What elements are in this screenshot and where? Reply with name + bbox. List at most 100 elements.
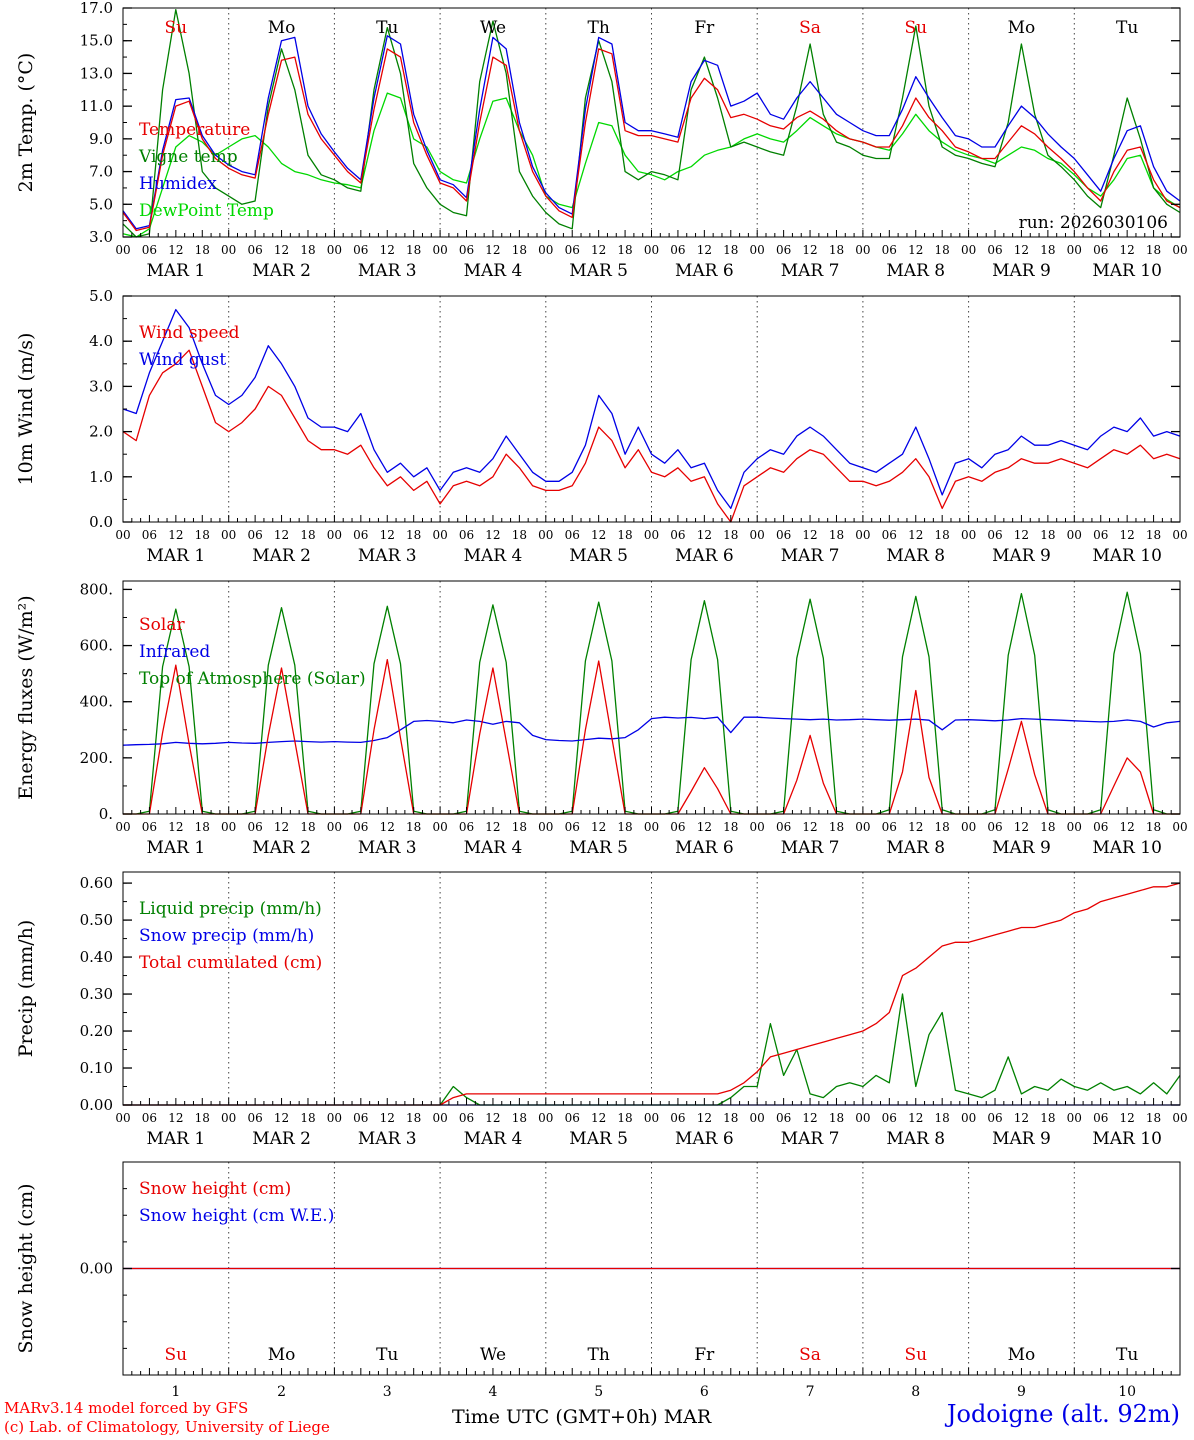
y-tick-label: 0.10 [80, 1059, 113, 1077]
hour-tick-label: 18 [617, 1111, 632, 1125]
legend-liquid-precip-mm-h-: Liquid precip (mm/h) [139, 899, 322, 919]
hour-tick-label: 00 [327, 528, 342, 542]
hour-tick-label: 18 [723, 820, 738, 834]
hour-tick-label: 18 [935, 1111, 950, 1125]
hour-tick-label: 06 [1093, 820, 1108, 834]
hour-tick-label: 18 [1146, 1111, 1161, 1125]
hour-tick-label: 12 [1014, 528, 1029, 542]
hour-tick-label: 00 [855, 1111, 870, 1125]
hour-tick-label: 12 [697, 243, 712, 257]
y-axis-title: Snow height (cm) [15, 1183, 37, 1353]
hour-tick-label: 00 [1067, 1111, 1082, 1125]
hour-tick-label: 06 [247, 243, 262, 257]
hour-tick-label: 18 [195, 820, 210, 834]
hour-tick-label: 00 [221, 243, 236, 257]
hour-tick-label: 06 [142, 243, 157, 257]
hour-tick-label: 18 [1040, 528, 1055, 542]
day-name-label: Mo [268, 18, 296, 38]
legend-humidex: Humidex [139, 174, 217, 194]
hour-tick-label: 00 [221, 820, 236, 834]
hour-tick-label: 18 [512, 820, 527, 834]
day-number-label: 2 [277, 1384, 286, 1400]
hour-tick-label: 12 [591, 820, 606, 834]
y-tick-label: 17.0 [80, 0, 113, 17]
day-label: MAR 10 [1092, 1129, 1162, 1149]
hour-tick-label: 06 [987, 820, 1002, 834]
y-tick-label: 0.30 [80, 985, 113, 1003]
hour-tick-label: 06 [247, 820, 262, 834]
hour-tick-label: 18 [723, 243, 738, 257]
hour-tick-label: 18 [406, 243, 421, 257]
hour-tick-label: 12 [908, 820, 923, 834]
hour-tick-label: 00 [1067, 243, 1082, 257]
hour-tick-label: 00 [115, 528, 130, 542]
legend-temperature: Temperature [139, 120, 250, 140]
hour-tick-label: 12 [591, 1111, 606, 1125]
day-name-label: Su [165, 1345, 188, 1365]
y-tick-label: 5.0 [89, 195, 113, 213]
hour-tick-label: 12 [802, 1111, 817, 1125]
hour-tick-label: 00 [961, 243, 976, 257]
hour-tick-label: 06 [882, 820, 897, 834]
day-label: MAR 1 [146, 838, 205, 858]
wind-panel: 5.04.03.02.01.00.000 06 12 18 00 06 12 18 00 06 12… [15, 287, 1188, 566]
day-label: MAR 4 [464, 546, 523, 566]
hour-tick-label: 06 [565, 528, 580, 542]
day-label: MAR 6 [675, 261, 734, 281]
hour-tick-label: 06 [142, 820, 157, 834]
legend-snow-height-cm-w-e-: Snow height (cm W.E.) [139, 1206, 334, 1226]
hour-tick-label: 12 [1014, 1111, 1029, 1125]
day-label: MAR 9 [992, 1129, 1051, 1149]
day-name-label: Mo [1008, 18, 1036, 38]
day-label: MAR 2 [252, 546, 311, 566]
hour-tick-label: 00 [538, 243, 553, 257]
day-label: MAR 1 [146, 1129, 205, 1149]
day-name-label: Su [165, 18, 188, 38]
hour-tick-label: 18 [829, 528, 844, 542]
hour-tick-label: 12 [1120, 820, 1135, 834]
y-tick-label: 4.0 [89, 332, 113, 350]
day-number-label: 9 [1017, 1384, 1026, 1400]
hour-tick-label: 12 [380, 1111, 395, 1125]
hour-tick-label: 18 [617, 820, 632, 834]
hour-tick-label: 06 [882, 243, 897, 257]
legend-top-of-atmosphere-solar-: Top of Atmosphere (Solar) [139, 669, 366, 689]
day-number-label: 5 [594, 1384, 603, 1400]
day-name-label: Mo [268, 1345, 296, 1365]
hour-tick-label: 06 [882, 528, 897, 542]
day-label: MAR 7 [781, 261, 840, 281]
hour-tick-label: 12 [802, 243, 817, 257]
hour-tick-label: 12 [1120, 243, 1135, 257]
hour-tick-label: 12 [802, 820, 817, 834]
panel-border [122, 295, 1181, 523]
hour-tick-label: 12 [485, 243, 500, 257]
day-name-label: Fr [694, 1345, 715, 1365]
day-label: MAR 7 [781, 546, 840, 566]
day-label: MAR 9 [992, 261, 1051, 281]
x-axis-title: Time UTC (GMT+0h) MAR [452, 1406, 711, 1428]
hour-tick-label: 00 [961, 1111, 976, 1125]
day-label: MAR 4 [464, 838, 523, 858]
model-credit: MARv3.14 model forced by GFS (c) Lab. of… [4, 1399, 330, 1437]
day-name-label: Th [588, 1345, 610, 1365]
hour-tick-label: 06 [459, 243, 474, 257]
hour-tick-label: 06 [776, 528, 791, 542]
hour-tick-label: 18 [935, 243, 950, 257]
hour-tick-label: 06 [565, 1111, 580, 1125]
hour-tick-label: 00 [221, 528, 236, 542]
hour-tick-label: 00 [855, 528, 870, 542]
hour-tick-label: 12 [485, 820, 500, 834]
day-label: MAR 4 [464, 261, 523, 281]
hour-tick-label: 00 [644, 1111, 659, 1125]
hour-tick-label: 18 [512, 243, 527, 257]
hour-tick-label: 06 [670, 243, 685, 257]
hour-tick-label: 18 [1146, 820, 1161, 834]
day-label: MAR 3 [358, 838, 417, 858]
hour-tick-label: 12 [168, 243, 183, 257]
legend-snow-height-cm-: Snow height (cm) [139, 1179, 291, 1199]
y-tick-label: 1.0 [89, 468, 113, 486]
day-label: MAR 4 [464, 1129, 523, 1149]
series-humidex [122, 35, 1181, 230]
hour-tick-label: 18 [512, 528, 527, 542]
